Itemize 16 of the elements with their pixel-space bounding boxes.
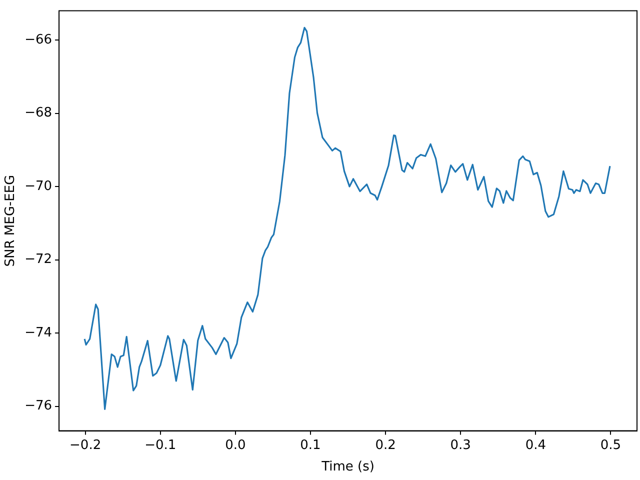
y-tick-label: −68: [24, 106, 52, 121]
y-tick-label: −72: [24, 252, 52, 268]
x-tick-label: 0.5: [600, 438, 622, 453]
y-tick-label: −76: [24, 398, 52, 414]
x-axis-title: Time (s): [320, 460, 374, 475]
x-tick-label: −0.2: [70, 438, 102, 453]
y-tick-label: −70: [24, 178, 52, 194]
x-tick-label: 0.0: [225, 438, 246, 453]
x-tick-label: 0.2: [375, 438, 396, 453]
y-tick-label: −74: [24, 325, 52, 340]
x-tick-label: 0.1: [300, 438, 321, 453]
y-tick-label: −66: [24, 32, 52, 48]
x-tick-label: 0.3: [450, 438, 471, 453]
x-tick-label: 0.4: [525, 438, 546, 453]
y-axis-title: SNR MEG-EEG: [3, 174, 18, 267]
x-tick-label: −0.1: [144, 438, 176, 453]
